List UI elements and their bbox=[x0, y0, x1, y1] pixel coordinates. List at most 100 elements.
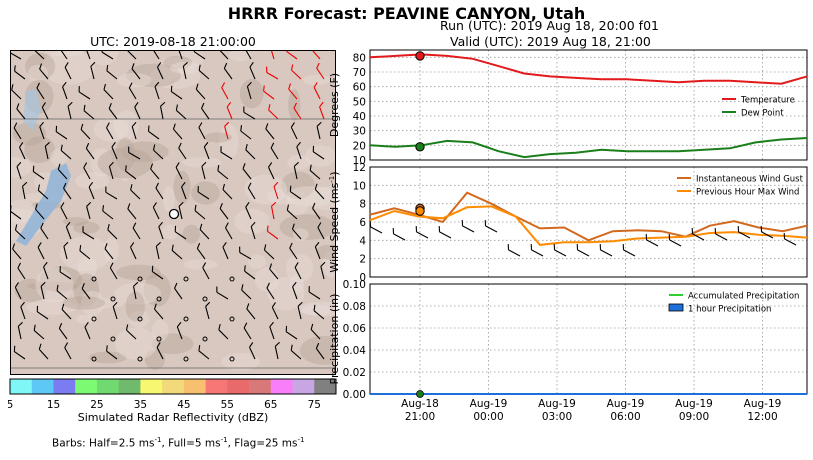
wind-barb bbox=[107, 224, 118, 240]
wind-barb bbox=[217, 164, 229, 180]
y-tick-label: 0.06 bbox=[343, 323, 367, 335]
wind-barb bbox=[104, 243, 114, 260]
terrain-shade bbox=[11, 157, 33, 178]
wind-barb bbox=[415, 226, 429, 239]
wind-barb bbox=[599, 244, 613, 257]
figure-title: HRRR Forecast: PEAVINE CANYON, Utah bbox=[227, 4, 586, 23]
wind-barb bbox=[314, 183, 325, 200]
legend-label: Instantaneous Wind Gust bbox=[696, 175, 804, 185]
map-title: UTC: 2019-08-18 21:00:00 bbox=[90, 34, 256, 49]
terrain-shade bbox=[104, 237, 119, 263]
terrain-shade bbox=[41, 51, 95, 85]
wind-barb bbox=[84, 321, 91, 340]
wind-barb bbox=[38, 343, 49, 360]
wind-barb bbox=[64, 342, 72, 360]
wind-barb bbox=[85, 142, 95, 160]
valid-time-label: Valid (UTC): 2019 Aug 18, 21:00 bbox=[450, 34, 651, 49]
wind-barb bbox=[268, 162, 275, 180]
terrain-shade bbox=[73, 273, 100, 307]
y-tick-label: 0 bbox=[359, 272, 366, 284]
y-axis-label: Precipitation (in) bbox=[328, 294, 341, 385]
wind-barb bbox=[290, 64, 302, 80]
terrain-shade bbox=[151, 333, 194, 355]
terrain-shade bbox=[115, 137, 135, 172]
wind-barb bbox=[220, 146, 233, 160]
wind-barb bbox=[289, 242, 298, 260]
y-tick-label: 30 bbox=[353, 126, 366, 138]
terrain-shade bbox=[239, 78, 264, 109]
terrain-shade bbox=[286, 190, 309, 216]
current-time-marker bbox=[415, 51, 425, 61]
wind-barb bbox=[198, 344, 210, 360]
wind-barb bbox=[43, 261, 49, 280]
wind-barb bbox=[320, 261, 326, 280]
wind-barb bbox=[286, 204, 298, 220]
colorbar-swatch bbox=[249, 379, 272, 394]
wind-barb bbox=[126, 51, 137, 60]
wind-barb bbox=[240, 125, 252, 140]
wind-barb bbox=[369, 221, 383, 234]
wind-barb bbox=[150, 163, 160, 180]
wind-barb-row bbox=[369, 220, 797, 257]
wind-barb bbox=[292, 281, 298, 300]
wind-barb bbox=[101, 51, 114, 60]
wind-barb bbox=[243, 106, 256, 120]
wind-barbs bbox=[11, 51, 326, 362]
wind-barb bbox=[319, 101, 325, 120]
series-line bbox=[369, 205, 808, 246]
wind-barb bbox=[266, 282, 275, 300]
terrain-shade bbox=[75, 172, 110, 190]
wind-barb bbox=[223, 62, 233, 80]
wind-barb bbox=[11, 84, 22, 100]
wind-barb bbox=[290, 122, 298, 140]
wind-barb bbox=[193, 51, 206, 60]
wind-barb bbox=[196, 242, 206, 260]
wind-barb bbox=[60, 202, 68, 220]
terrain-shade bbox=[143, 272, 171, 307]
wind-barb bbox=[151, 51, 160, 60]
y-tick-label: 40 bbox=[353, 111, 366, 123]
radar-map-canvas bbox=[11, 51, 335, 374]
y-tick-label: 50 bbox=[353, 96, 366, 108]
calm-wind-circle bbox=[137, 356, 143, 362]
plot-frame bbox=[369, 49, 808, 161]
wind-barb bbox=[170, 85, 183, 100]
wind-barb bbox=[82, 226, 95, 240]
wind-barb bbox=[203, 141, 210, 160]
colorbar-swatch bbox=[292, 379, 315, 394]
barbs-note-half: Barbs: Half=2.5 ms bbox=[52, 437, 155, 450]
terrain-shade bbox=[177, 51, 204, 68]
wind-barb bbox=[86, 201, 92, 220]
wind-barb bbox=[103, 83, 114, 100]
wind-barb bbox=[81, 283, 91, 300]
terrain-shade bbox=[87, 51, 119, 66]
wind-barb bbox=[157, 62, 164, 80]
wind-barb bbox=[112, 301, 118, 320]
wind-barb bbox=[219, 203, 229, 220]
calm-wind-circle bbox=[110, 336, 116, 342]
y-tick-label: 2 bbox=[359, 254, 366, 266]
terrain-shade bbox=[12, 122, 47, 146]
wind-barb bbox=[64, 62, 72, 80]
wind-barb bbox=[176, 321, 183, 340]
wind-barb bbox=[174, 282, 183, 300]
chart-panel-2: 0 2 4 6 8 10 12 Wind Speed (ms-1) Instantaneous … bbox=[328, 162, 808, 284]
terrain-shade bbox=[247, 254, 266, 269]
colorbar-tick-label: 5 bbox=[8, 399, 13, 411]
wind-barb bbox=[249, 342, 256, 360]
terrain-shade bbox=[27, 64, 48, 82]
wind-barb bbox=[289, 185, 302, 200]
wind-barb bbox=[178, 201, 184, 220]
wind-barb bbox=[39, 63, 49, 80]
wind-barb bbox=[108, 161, 114, 180]
terrain-shade bbox=[35, 267, 74, 303]
wind-barb bbox=[269, 321, 275, 340]
wind-barb bbox=[134, 102, 141, 120]
colorbar-tick-label: 65 bbox=[264, 399, 277, 411]
wind-barb bbox=[39, 121, 45, 140]
wind-barb bbox=[153, 303, 164, 320]
terrain-shade bbox=[27, 281, 77, 291]
terrain-shade bbox=[322, 250, 335, 278]
wind-barb bbox=[553, 244, 567, 257]
wind-barb bbox=[622, 244, 636, 257]
